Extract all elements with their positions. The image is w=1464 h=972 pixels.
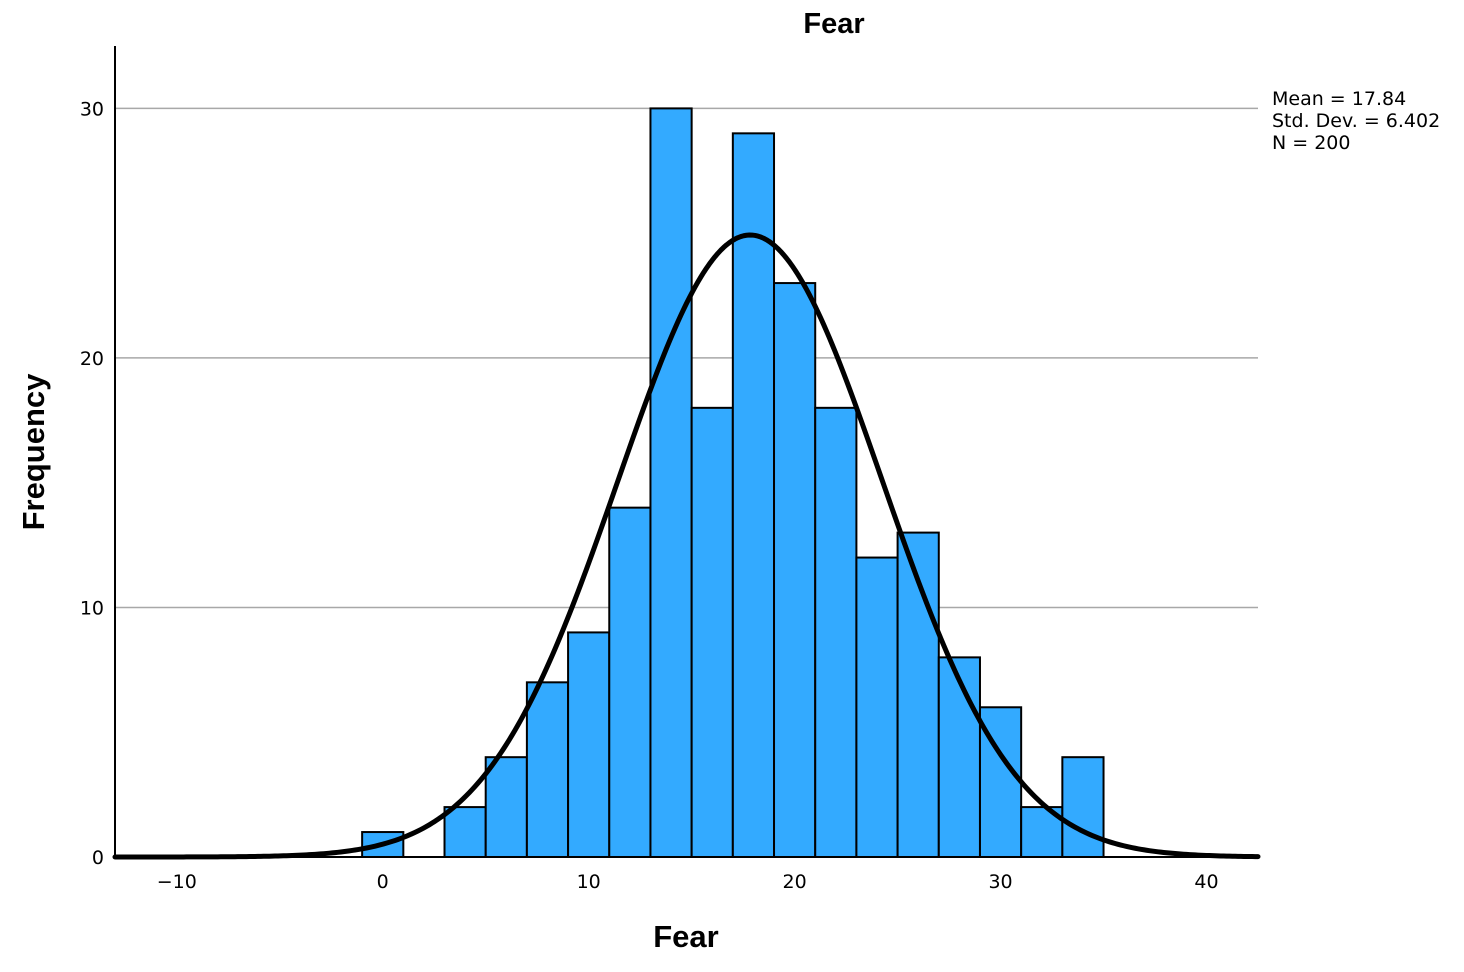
x-tick-labels: −10 0 10 20 30 40 (157, 871, 1219, 893)
y-tick-labels: 0 10 20 30 (80, 98, 104, 869)
histogram-bar-2 (484, 756, 528, 859)
x-tick-label-1: 0 (377, 871, 389, 893)
x-tick-label-0: −10 (157, 871, 197, 893)
histogram-bar-10 (814, 406, 858, 858)
histogram-bar-16 (1061, 756, 1105, 859)
axes (114, 46, 1258, 858)
histogram-bar-7 (690, 406, 734, 858)
histogram-bar-8 (731, 132, 776, 859)
histogram-bar-13 (937, 656, 981, 858)
normal-curve (112, 232, 1261, 860)
summary-stats: Mean = 17.84 Std. Dev. = 6.402 N = 200 (1272, 88, 1440, 154)
histogram-bar-6 (649, 107, 693, 858)
y-axis-title: Frequency (16, 373, 51, 531)
y-tick-label-0: 0 (92, 847, 104, 869)
x-tick-label-4: 30 (988, 871, 1012, 893)
chart-title: Fear (803, 8, 864, 40)
y-tick-label-2: 20 (80, 348, 104, 370)
x-tick-label-5: 40 (1194, 871, 1218, 893)
histogram-bar-4 (567, 631, 611, 859)
y-tick-label-3: 30 (80, 98, 104, 120)
x-axis-title: Fear (653, 919, 718, 954)
histogram-bar-9 (773, 282, 817, 858)
histogram-bar-3 (525, 681, 570, 858)
histogram-bars (361, 107, 1105, 859)
stat-n: N = 200 (1272, 132, 1350, 154)
y-tick-label-1: 10 (80, 597, 104, 619)
histogram-bar-1 (443, 806, 487, 858)
x-tick-label-2: 10 (577, 871, 601, 893)
stat-mean: Mean = 17.84 (1272, 88, 1406, 110)
x-tick-label-3: 20 (783, 871, 807, 893)
stat-std-dev: Std. Dev. = 6.402 (1272, 110, 1440, 132)
histogram-bar-11 (855, 556, 899, 858)
histogram-bar-5 (608, 506, 652, 858)
